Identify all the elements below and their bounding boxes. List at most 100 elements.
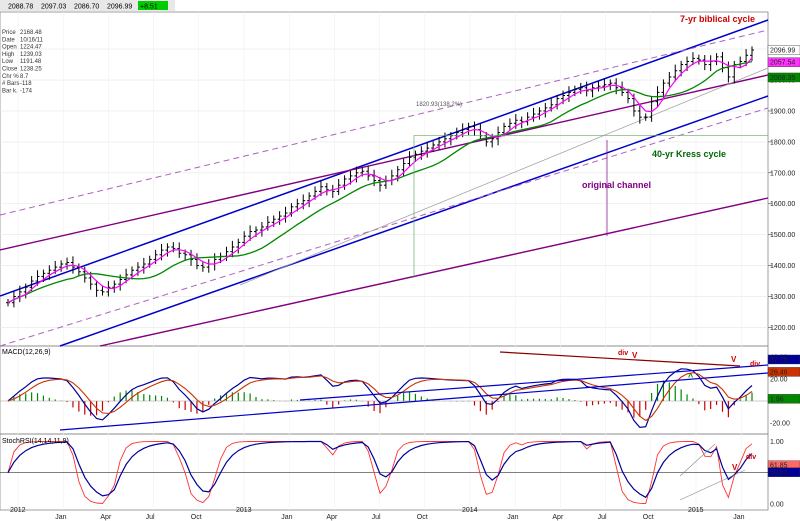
macd-divergence-line [499,351,741,367]
toolbar-readout-1: 2097.03 [41,4,66,11]
info-value-2: 1224.47 [20,45,42,51]
macd-badge-0-bg [767,354,800,365]
x-label-7: Apr [326,514,338,521]
channel-dashed-upper [0,29,769,216]
macd-badge-1-label: 26.46 [770,369,788,376]
price-badge-0-label: 2096.99 [770,48,795,55]
info-value-3: 1239.03 [20,52,42,58]
info-label-0: Price [2,30,16,36]
macd-div-2: div [750,361,760,368]
info-value-8: -174 [20,88,33,94]
macd-caret: ^ [688,372,694,382]
x-label-13: Jul [598,514,607,521]
x-label-6: Jan [281,514,292,521]
macd-badge-2-label: 1.96 [770,396,784,403]
info-value-5: 1238.25 [20,67,42,73]
info-value-6: 8.7 [20,74,29,80]
stoch-badge-1-label: 50.63 [770,470,788,477]
moving-averages [7,57,753,304]
macd-badge-0-label: 37.75 [770,357,788,364]
x-label-3: Jul [146,514,155,521]
annotation-original-channel: original channel [582,180,651,190]
stoch-d-line [7,440,753,499]
price-badge-2-label: 2008.35 [770,75,795,82]
macd-v-1: V [632,351,638,360]
toolbar-readout-3: 2096.99 [107,4,132,11]
price-tick-label-1800: 1800.00 [770,139,795,146]
stoch-v: V [732,463,738,472]
price-tick-label-1600: 1600.00 [770,201,795,208]
channel-blue-upper [0,19,769,297]
channel-purple-lower [99,197,769,347]
info-value-0: 2168.48 [20,30,42,36]
price-tick-label-1300: 1300.00 [770,294,795,301]
macd-tick-label--20: -20.00 [770,421,790,428]
info-label-3: High [2,52,14,58]
info-label-6: Chr % [2,74,19,80]
toolbar-readouts: 2088.78 2097.03 2086.70 2096.99 +8.51 [8,1,168,11]
toolbar-readout-4: +8.51 [140,4,158,11]
macd-title: MACD(12,26,9) [2,349,51,356]
x-label-0: 2012 [10,507,26,514]
toolbar-readout-0: 2088.78 [8,4,33,11]
info-value-1: 10/16/11 [20,37,44,43]
stoch-badge-1-bg [767,467,800,477]
fib-label: 1820.93(138.2%) [416,102,462,108]
x-label-16: Jan [733,514,744,521]
fib-projection [413,135,768,278]
price-tick-label-1500: 1500.00 [770,232,795,239]
stoch-rsi-panel [0,440,768,505]
macd-trendline-upper [299,364,769,401]
x-label-1: Jan [55,514,66,521]
channel-dashed-lower [0,107,769,347]
macd-line [7,368,753,429]
x-label-11: Jan [507,514,518,521]
macd-badge-2-bg [767,394,800,404]
macd-div-1: div [618,350,628,357]
x-label-5: 2013 [236,507,252,514]
stoch-tick-label-0: 0.00 [770,501,784,508]
stoch-tick-label-1: 1.00 [770,439,784,446]
info-label-4: Low [2,59,14,65]
macd-v-2: V [731,355,737,364]
stoch-k-line [7,441,753,505]
price-tick-label-1900: 1900.00 [770,108,795,115]
stoch-div: div [746,454,756,461]
grid-lines [0,12,768,510]
x-label-12: Apr [552,514,564,521]
price-badge-2-bg [767,72,800,83]
toolbar-bar [0,0,175,11]
macd-badge-1-bg [767,367,800,377]
macd-trendline-lower [59,372,769,431]
x-label-2: Apr [100,514,112,521]
info-label-7: # Bars [2,81,19,87]
toolbar-readout-2: 2086.70 [74,4,99,11]
info-label-2: Open [2,45,17,51]
info-value-4: 1191.48 [20,59,42,65]
stoch-title: StochRSI(14,14,11,9) [2,438,69,445]
price-tick-label-1200: 1200.00 [770,325,795,332]
x-label-14: Oct [643,514,654,521]
x-label-15: 2015 [688,507,704,514]
info-value-7: -118 [20,81,32,87]
info-label-8: Bar k. [2,88,18,94]
ma-slow-line [7,60,753,304]
trendline-gray [239,67,769,286]
change-badge [138,1,168,10]
macd-tick-label-20: 20.00 [770,377,788,384]
stoch-trend-lower [679,469,746,501]
x-label-8: Jul [372,514,381,521]
ma-fast-line [7,57,753,304]
annotation-kress-cycle: 40-yr Kress cycle [652,149,726,159]
value-badges: 2096.99 2057.54 2008.35 37.75 26.46 1.96 61.85… [767,45,800,477]
price-badge-1-bg [767,57,800,67]
annotation-biblical-cycle: 7-yr biblical cycle [680,14,755,24]
price-tick-label-1400: 1400.00 [770,263,795,270]
price-badge-0-bg [767,45,800,55]
info-label-5: Close [2,67,18,73]
price-tick-label-1700: 1700.00 [770,170,795,177]
info-label-1: Date [2,37,15,43]
